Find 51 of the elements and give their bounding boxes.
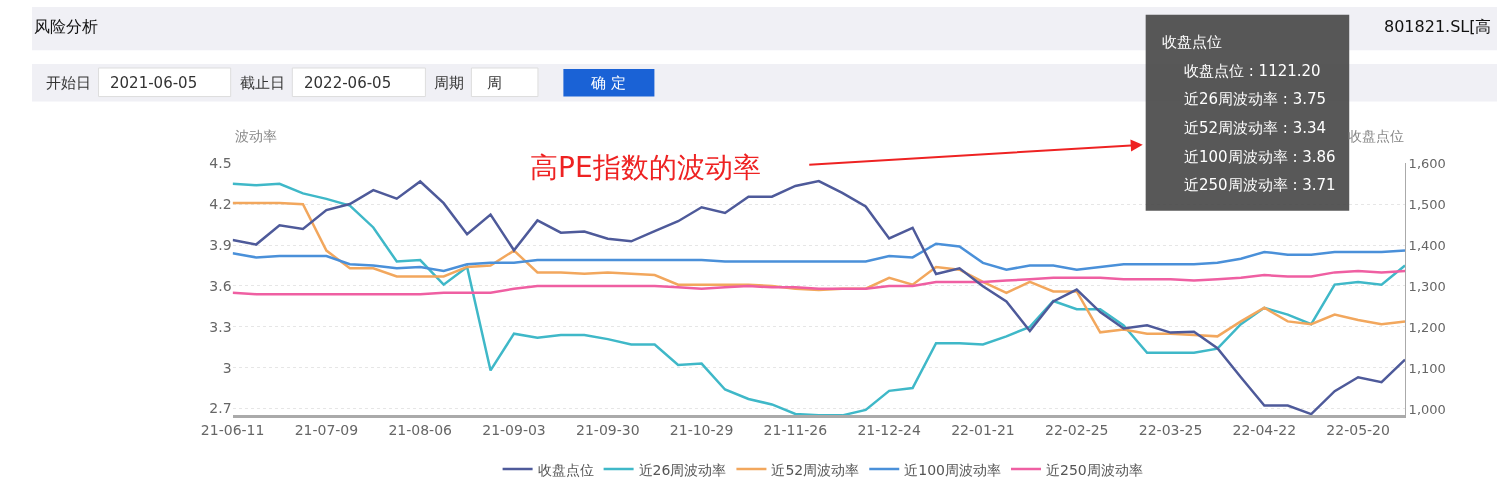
y2-tick-label: 1,200	[1408, 319, 1446, 335]
annotation: 近100周波动率 : 3.86	[1184, 148, 1336, 166]
text: 收盘点位 : 1121.20	[1184, 62, 1321, 80]
legend-label: 近26周波动率	[638, 461, 727, 478]
annotation: 高PE指数的波动率	[530, 151, 761, 184]
y-tick-label: 4.2	[209, 196, 232, 213]
y2-tick-label: 1,500	[1408, 196, 1446, 212]
annotation: 近250周波动率 : 3.71	[1184, 176, 1336, 194]
legend-label: 近100周波动率	[904, 461, 1001, 478]
legend-label: 近52周波动率	[771, 461, 860, 478]
y2-tick-label: 1,100	[1408, 360, 1446, 376]
text: 近26周波动率 : 3.75	[1184, 90, 1327, 108]
y-tick-label: 3	[222, 359, 232, 376]
text: 截止日	[240, 74, 285, 92]
y-tick-label: 3.6	[209, 277, 232, 294]
x-tick-label: 22-02-25	[1044, 422, 1109, 439]
text: 周	[487, 74, 502, 92]
text: 2022-06-05	[304, 74, 392, 92]
text: 确 定	[590, 74, 626, 92]
x-tick-label: 21-07-09	[294, 422, 359, 439]
x-tick-label: 22-03-25	[1138, 422, 1203, 439]
x-tick-label: 21-06-11	[200, 422, 265, 439]
text: 风险分析	[34, 17, 98, 36]
x-tick-label: 22-05-20	[1326, 422, 1390, 439]
x-tick-label: 22-04-22	[1232, 422, 1297, 439]
y-tick-label: 3.3	[209, 318, 232, 335]
x-tick-label: 21-12-24	[857, 422, 922, 439]
text: 开始日	[46, 74, 91, 92]
text: 2021-06-05	[110, 74, 198, 92]
x-tick-label: 21-11-26	[763, 422, 828, 439]
x-tick-label: 21-09-30	[576, 422, 640, 439]
text: 801821.SL[高	[1384, 17, 1492, 36]
y-tick-label: 4.5	[209, 155, 232, 172]
text: 周期	[434, 74, 464, 92]
y-axis-title: 波动率	[235, 128, 277, 144]
text: 收盘点位	[1162, 33, 1222, 51]
x-tick-label: 21-08-06	[388, 422, 453, 439]
text: 近52周波动率 : 3.34	[1184, 119, 1327, 137]
y2-tick-label: 1,000	[1408, 401, 1446, 417]
line-series	[232, 242, 1406, 273]
legend-label: 近250周波动率	[1045, 461, 1143, 478]
y2-tick-label: 1,600	[1408, 156, 1446, 171]
x-tick-label: 21-09-03	[482, 422, 546, 439]
line-series	[232, 269, 1406, 296]
x-tick-label: 21-10-29	[669, 422, 734, 439]
y-tick-label: 2.7	[209, 400, 232, 417]
y2-tick-label: 1,300	[1408, 278, 1446, 294]
legend-label: 收盘点位	[537, 461, 594, 478]
x-tick-label: 22-01-21	[951, 422, 1015, 439]
y-tick-label: 3.9	[209, 237, 232, 254]
y2-tick-label: 1,400	[1408, 237, 1446, 253]
